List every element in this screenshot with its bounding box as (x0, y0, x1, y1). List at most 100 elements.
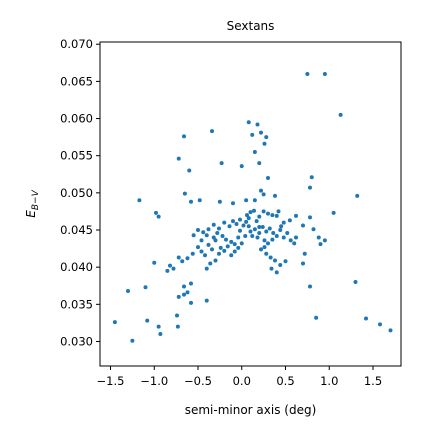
scatter-point (185, 290, 190, 295)
scatter-point (210, 247, 214, 252)
scatter-point (266, 241, 270, 246)
y-axis-label-main: E (24, 210, 38, 218)
scatter-point (206, 242, 211, 247)
scatter-point (273, 193, 277, 198)
scatter-point (281, 235, 286, 240)
scatter-point (311, 227, 316, 232)
scatter-point (264, 251, 269, 256)
scatter-point (271, 230, 276, 235)
scatter-point (182, 134, 186, 139)
scatter-point (231, 201, 235, 206)
scatter-point (176, 294, 181, 299)
scatter-point (255, 235, 260, 240)
scatter-point (204, 298, 209, 303)
scatter-point (219, 161, 224, 166)
scatter-point (262, 245, 267, 250)
scatter-point (292, 241, 297, 246)
scatter-point (364, 316, 368, 321)
scatter-point (250, 233, 255, 238)
scatter-point (182, 292, 186, 297)
scatter-point (241, 223, 246, 228)
scatter-point (239, 241, 244, 246)
scatter-point (224, 237, 228, 242)
y-tick-label: 0.055 (60, 149, 93, 163)
scatter-point (260, 225, 265, 230)
scatter-point (278, 228, 283, 233)
scatter-point (353, 280, 358, 285)
scatter-point (189, 300, 193, 305)
scatter-point (137, 198, 142, 203)
scatter-point (238, 228, 242, 233)
scatter-point (266, 175, 270, 180)
scatter-point (217, 199, 222, 204)
scatter-point (189, 199, 193, 204)
scatter-point (355, 193, 360, 198)
x-tick-label: −0.5 (184, 374, 212, 388)
scatter-point (261, 209, 266, 214)
scatter-point (274, 233, 279, 238)
y-tick-label: 0.070 (60, 37, 93, 51)
scatter-point (191, 233, 196, 238)
scatter-point (158, 332, 163, 337)
scatter-point (257, 230, 262, 235)
x-tick-label: −1.0 (140, 374, 168, 388)
scatter-point (231, 219, 235, 224)
scatter-point (266, 211, 270, 216)
plot-frame (99, 41, 402, 367)
scatter-point (257, 161, 262, 166)
x-tick-label: 1.5 (364, 374, 382, 388)
x-tick-label: 1.0 (320, 374, 338, 388)
scatter-point (215, 230, 220, 235)
scatter-point (217, 226, 221, 231)
scatter-point (252, 208, 256, 213)
scatter-point (388, 328, 393, 333)
scatter-point (314, 315, 319, 320)
scatter-point (278, 262, 283, 267)
scatter-point (259, 188, 263, 193)
x-tick-label: 0.5 (276, 374, 294, 388)
scatter-point (210, 129, 214, 134)
scatter-point (338, 112, 343, 117)
scatter-point (301, 223, 305, 228)
scatter-point (206, 227, 211, 232)
scatter-point (217, 251, 221, 256)
scatter-point (252, 149, 257, 154)
data-points (112, 71, 393, 343)
scatter-point (222, 220, 227, 225)
scatter-point (211, 235, 216, 240)
scatter-point (190, 251, 195, 256)
scatter-point (130, 338, 135, 343)
y-axis: 0.030 0.035 0.040 0.045 0.050 0.055 0.060 0.065… (60, 37, 100, 348)
x-tick-label: 0.0 (233, 374, 251, 388)
chart-title: Sextans (227, 19, 275, 33)
y-axis-label: EB−V (24, 189, 41, 217)
scatter-point (264, 135, 269, 140)
scatter-point (248, 210, 253, 215)
scatter-point (175, 324, 180, 329)
scatter-point (254, 219, 259, 224)
scatter-point (268, 255, 273, 260)
scatter-point (175, 313, 179, 318)
scatter-point (285, 230, 290, 235)
scatter-point (276, 209, 281, 214)
scatter-point (273, 258, 277, 263)
scatter-point (302, 251, 307, 256)
scatter-point (322, 71, 327, 76)
scatter-point (245, 213, 249, 218)
y-tick-label: 0.040 (60, 260, 93, 274)
scatter-point (229, 239, 234, 244)
scatter-point (274, 270, 279, 275)
scatter-point (243, 233, 248, 238)
scatter-point (232, 242, 237, 247)
y-axis-label-subscript: B−V (31, 189, 41, 210)
scatter-point (257, 214, 262, 219)
scatter-point (165, 268, 170, 273)
x-axis: −1.5 −1.0 −0.5 0.0 0.5 1.0 1.5 (97, 366, 382, 388)
scatter-point (257, 225, 262, 230)
scatter-point (309, 175, 314, 180)
scatter-point (252, 198, 257, 203)
scatter-point (269, 266, 274, 271)
scatter-point (182, 284, 186, 289)
scatter-point (152, 260, 157, 265)
